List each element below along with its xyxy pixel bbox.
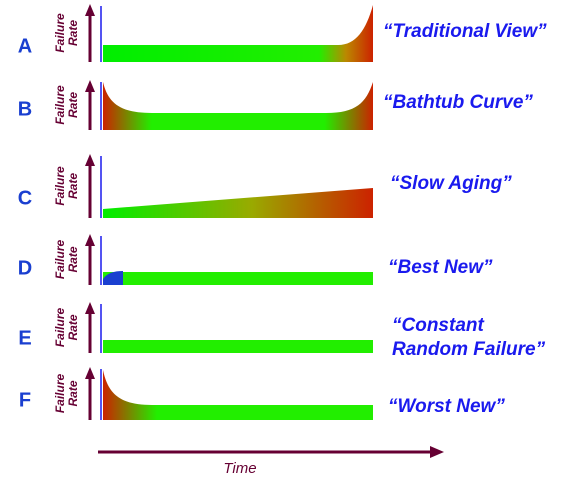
y-label: Failure bbox=[53, 85, 67, 125]
panel-letter: E bbox=[18, 327, 31, 349]
curve-area bbox=[103, 5, 373, 62]
y-arrow bbox=[85, 234, 95, 246]
curve-area bbox=[103, 272, 373, 285]
y-arrow bbox=[85, 367, 95, 379]
y-arrow bbox=[85, 154, 95, 166]
caption: “Bathtub Curve” bbox=[383, 92, 533, 113]
curve-area bbox=[103, 82, 373, 130]
caption: Random Failure” bbox=[392, 339, 546, 360]
y-label: Failure bbox=[53, 374, 67, 414]
y-label: Failure bbox=[53, 240, 67, 280]
curve-area bbox=[103, 271, 123, 285]
curve-area bbox=[103, 340, 373, 353]
y-label: Rate bbox=[66, 314, 80, 340]
caption: “Constant bbox=[392, 315, 485, 336]
panel-letter: D bbox=[18, 257, 32, 279]
curve-area bbox=[103, 370, 373, 420]
y-label: Rate bbox=[66, 92, 80, 118]
time-arrow bbox=[430, 446, 444, 458]
caption: “Best New” bbox=[388, 257, 493, 278]
panel-letter: A bbox=[18, 35, 32, 57]
y-arrow bbox=[85, 302, 95, 314]
y-label: Rate bbox=[66, 380, 80, 406]
panel-letter: B bbox=[18, 98, 32, 120]
caption: “Worst New” bbox=[388, 396, 505, 417]
x-label: Time bbox=[223, 460, 256, 477]
y-label: Rate bbox=[66, 20, 80, 46]
curve-area bbox=[103, 188, 373, 218]
y-label: Failure bbox=[53, 166, 67, 206]
y-label: Failure bbox=[53, 13, 67, 53]
panel-letter: F bbox=[19, 389, 31, 411]
y-arrow bbox=[85, 80, 95, 92]
caption: “Traditional View” bbox=[383, 21, 547, 42]
y-label: Rate bbox=[66, 173, 80, 199]
y-label: Rate bbox=[66, 246, 80, 272]
caption: “Slow Aging” bbox=[390, 173, 512, 194]
y-label: Failure bbox=[53, 308, 67, 348]
y-arrow bbox=[85, 4, 95, 16]
panel-letter: C bbox=[18, 187, 32, 209]
